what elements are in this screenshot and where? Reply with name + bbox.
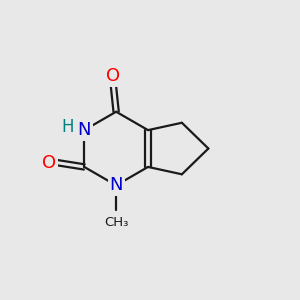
Text: O: O <box>42 154 56 172</box>
Text: H: H <box>62 118 74 136</box>
Text: CH₃: CH₃ <box>104 216 128 229</box>
Text: N: N <box>110 176 123 194</box>
Text: O: O <box>106 68 120 85</box>
Text: N: N <box>77 121 91 139</box>
